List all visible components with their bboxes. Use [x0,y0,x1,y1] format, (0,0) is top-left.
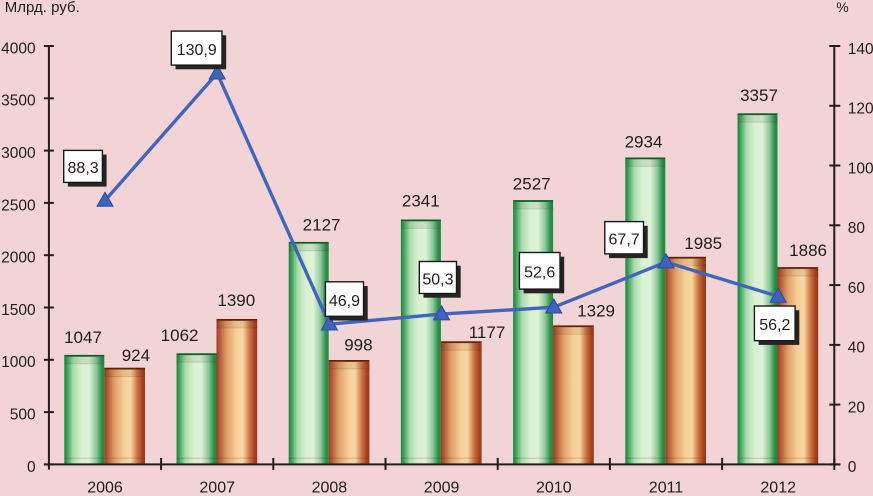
svg-text:50,3: 50,3 [422,271,453,288]
svg-text:1177: 1177 [469,323,506,342]
svg-text:1000: 1000 [1,354,36,371]
svg-text:2011: 2011 [649,479,684,496]
svg-text:1062: 1062 [161,326,199,345]
svg-text:46,9: 46,9 [329,293,360,310]
svg-text:924: 924 [122,346,150,365]
svg-text:140: 140 [848,41,873,58]
svg-text:130,9: 130,9 [177,42,217,59]
svg-text:2010: 2010 [536,479,572,496]
svg-text:40: 40 [848,340,866,357]
svg-text:%: % [836,0,848,15]
svg-text:56,2: 56,2 [759,317,790,334]
svg-text:998: 998 [344,336,372,355]
svg-text:3500: 3500 [1,93,36,110]
svg-text:1886: 1886 [789,241,827,260]
svg-text:1329: 1329 [577,302,615,321]
svg-text:67,7: 67,7 [609,232,640,249]
svg-text:2527: 2527 [513,175,551,194]
svg-text:100: 100 [848,160,873,177]
svg-text:0: 0 [27,459,36,476]
svg-text:2009: 2009 [424,479,460,496]
svg-text:2934: 2934 [625,132,663,151]
svg-text:120: 120 [848,101,873,118]
svg-text:20: 20 [848,399,866,416]
svg-text:1390: 1390 [217,291,255,310]
svg-text:2500: 2500 [1,197,36,214]
svg-text:1500: 1500 [1,302,36,319]
svg-text:80: 80 [848,220,866,237]
svg-text:2341: 2341 [402,192,440,211]
svg-text:0: 0 [848,459,857,476]
svg-text:500: 500 [10,407,36,424]
svg-text:1985: 1985 [684,234,722,253]
svg-text:52,6: 52,6 [524,265,555,282]
svg-text:3000: 3000 [1,145,36,162]
svg-text:2127: 2127 [303,216,341,235]
svg-text:2007: 2007 [199,479,235,496]
svg-text:3357: 3357 [740,86,778,105]
svg-text:4000: 4000 [1,40,36,57]
svg-text:60: 60 [848,280,866,297]
svg-text:2000: 2000 [1,250,36,267]
svg-text:Млрд. руб.: Млрд. руб. [5,0,80,16]
svg-text:1047: 1047 [64,328,102,347]
svg-text:2008: 2008 [312,479,348,496]
svg-text:2006: 2006 [87,479,123,496]
svg-text:88,3: 88,3 [68,160,99,177]
svg-text:2012: 2012 [760,479,796,496]
